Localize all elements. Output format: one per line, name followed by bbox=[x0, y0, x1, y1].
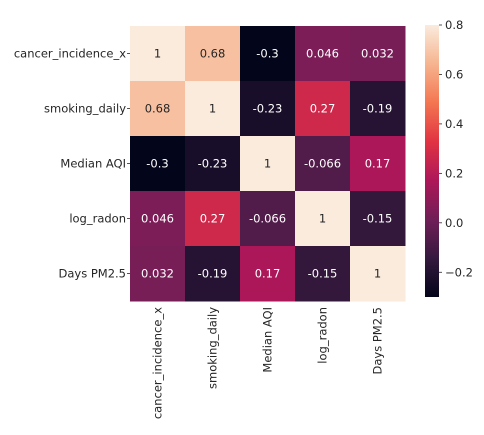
heatmap-cell bbox=[240, 191, 296, 247]
cell-value-label: 0.032 bbox=[361, 47, 394, 61]
heatmap-cell bbox=[295, 136, 351, 192]
colorbar-tick-label: −0.2 bbox=[445, 265, 473, 279]
heatmap-cell bbox=[240, 136, 296, 192]
heatmap-cell bbox=[130, 246, 186, 302]
cell-value-label: -0.15 bbox=[308, 267, 338, 281]
heatmap-cell bbox=[185, 136, 241, 192]
cell-value-label: 0.046 bbox=[141, 212, 174, 226]
cell-value-label: -0.19 bbox=[363, 102, 393, 116]
heatmap-cell bbox=[350, 246, 406, 302]
column-label-median-aqi: Median AQI bbox=[261, 307, 275, 373]
cell-value-label: -0.23 bbox=[253, 102, 283, 116]
cell-value-label: -0.23 bbox=[198, 157, 228, 171]
heatmap-cell bbox=[240, 81, 296, 137]
heatmap-cell bbox=[295, 191, 351, 247]
cell-value-label: 0.27 bbox=[310, 102, 336, 116]
row-label-days-pm2-5: Days PM2.5 bbox=[58, 267, 126, 281]
heatmap-cell bbox=[350, 26, 406, 82]
cell-value-label: 1 bbox=[264, 157, 271, 171]
cell-value-label: 1 bbox=[374, 267, 381, 281]
heatmap-cell bbox=[350, 136, 406, 192]
colorbar-tick-label: 0.4 bbox=[445, 117, 463, 131]
heatmap-cell bbox=[185, 246, 241, 302]
colorbar-tick-label: 0.6 bbox=[445, 67, 463, 81]
column-label-log-radon: log_radon bbox=[316, 307, 330, 364]
colorbar-tick-label: 0.2 bbox=[445, 166, 463, 180]
cell-value-label: -0.3 bbox=[146, 157, 168, 171]
column-label-days-pm2-5: Days PM2.5 bbox=[371, 307, 385, 375]
colorbar-gradient bbox=[425, 25, 439, 297]
row-label-smoking-daily: smoking_daily bbox=[44, 102, 126, 116]
colorbar: 0.8 0.6 0.4 0.2 0.0 −0.2 bbox=[425, 18, 473, 297]
heatmap-cells: 1 0.68 -0.3 0.046 0.032 0.68 1 -0.23 0.27 -0.19 -0… bbox=[130, 26, 406, 302]
heatmap-cell bbox=[185, 26, 241, 82]
heatmap-cell bbox=[350, 81, 406, 137]
heatmap-cell bbox=[130, 191, 186, 247]
cell-value-label: 1 bbox=[319, 212, 326, 226]
heatmap-cell bbox=[240, 246, 296, 302]
row-label-cancer-incidence-x: cancer_incidence_x bbox=[14, 47, 126, 61]
heatmap-cell bbox=[130, 26, 186, 82]
cell-value-label: 0.27 bbox=[200, 212, 226, 226]
row-label-median-aqi: Median AQI bbox=[60, 157, 126, 171]
cell-value-label: 0.032 bbox=[141, 267, 174, 281]
cell-value-label: -0.066 bbox=[249, 212, 286, 226]
heatmap-cell bbox=[130, 81, 186, 137]
heatmap-cell bbox=[185, 81, 241, 137]
cell-value-label: 1 bbox=[154, 47, 161, 61]
cell-value-label: -0.15 bbox=[363, 212, 393, 226]
colorbar-tick-label: 0.8 bbox=[445, 18, 463, 32]
heatmap-cell bbox=[240, 26, 296, 82]
cell-value-label: 0.17 bbox=[365, 157, 391, 171]
cell-value-label: -0.066 bbox=[304, 157, 341, 171]
heatmap-cell bbox=[130, 136, 186, 192]
heatmap-cell bbox=[185, 191, 241, 247]
heatmap-cell bbox=[295, 246, 351, 302]
cell-value-label: 0.046 bbox=[306, 47, 339, 61]
row-labels: cancer_incidence_x smoking_daily Median AQ… bbox=[14, 47, 130, 281]
heatmap-cell bbox=[295, 81, 351, 137]
cell-value-label: 0.68 bbox=[145, 102, 171, 116]
row-label-log-radon: log_radon bbox=[69, 212, 126, 226]
heatmap-cell bbox=[295, 26, 351, 82]
heatmap-cell bbox=[350, 191, 406, 247]
column-label-cancer-incidence-x: cancer_incidence_x bbox=[151, 307, 165, 419]
cell-value-label: -0.19 bbox=[198, 267, 228, 281]
cell-value-label: 0.68 bbox=[200, 47, 226, 61]
cell-value-label: 0.17 bbox=[255, 267, 281, 281]
cell-value-label: -0.3 bbox=[256, 47, 278, 61]
colorbar-tick-label: 0.0 bbox=[445, 216, 463, 230]
column-label-smoking-daily: smoking_daily bbox=[206, 307, 220, 389]
cell-value-label: 1 bbox=[209, 102, 216, 116]
column-labels: cancer_incidence_x smoking_daily Median AQ… bbox=[151, 307, 385, 419]
